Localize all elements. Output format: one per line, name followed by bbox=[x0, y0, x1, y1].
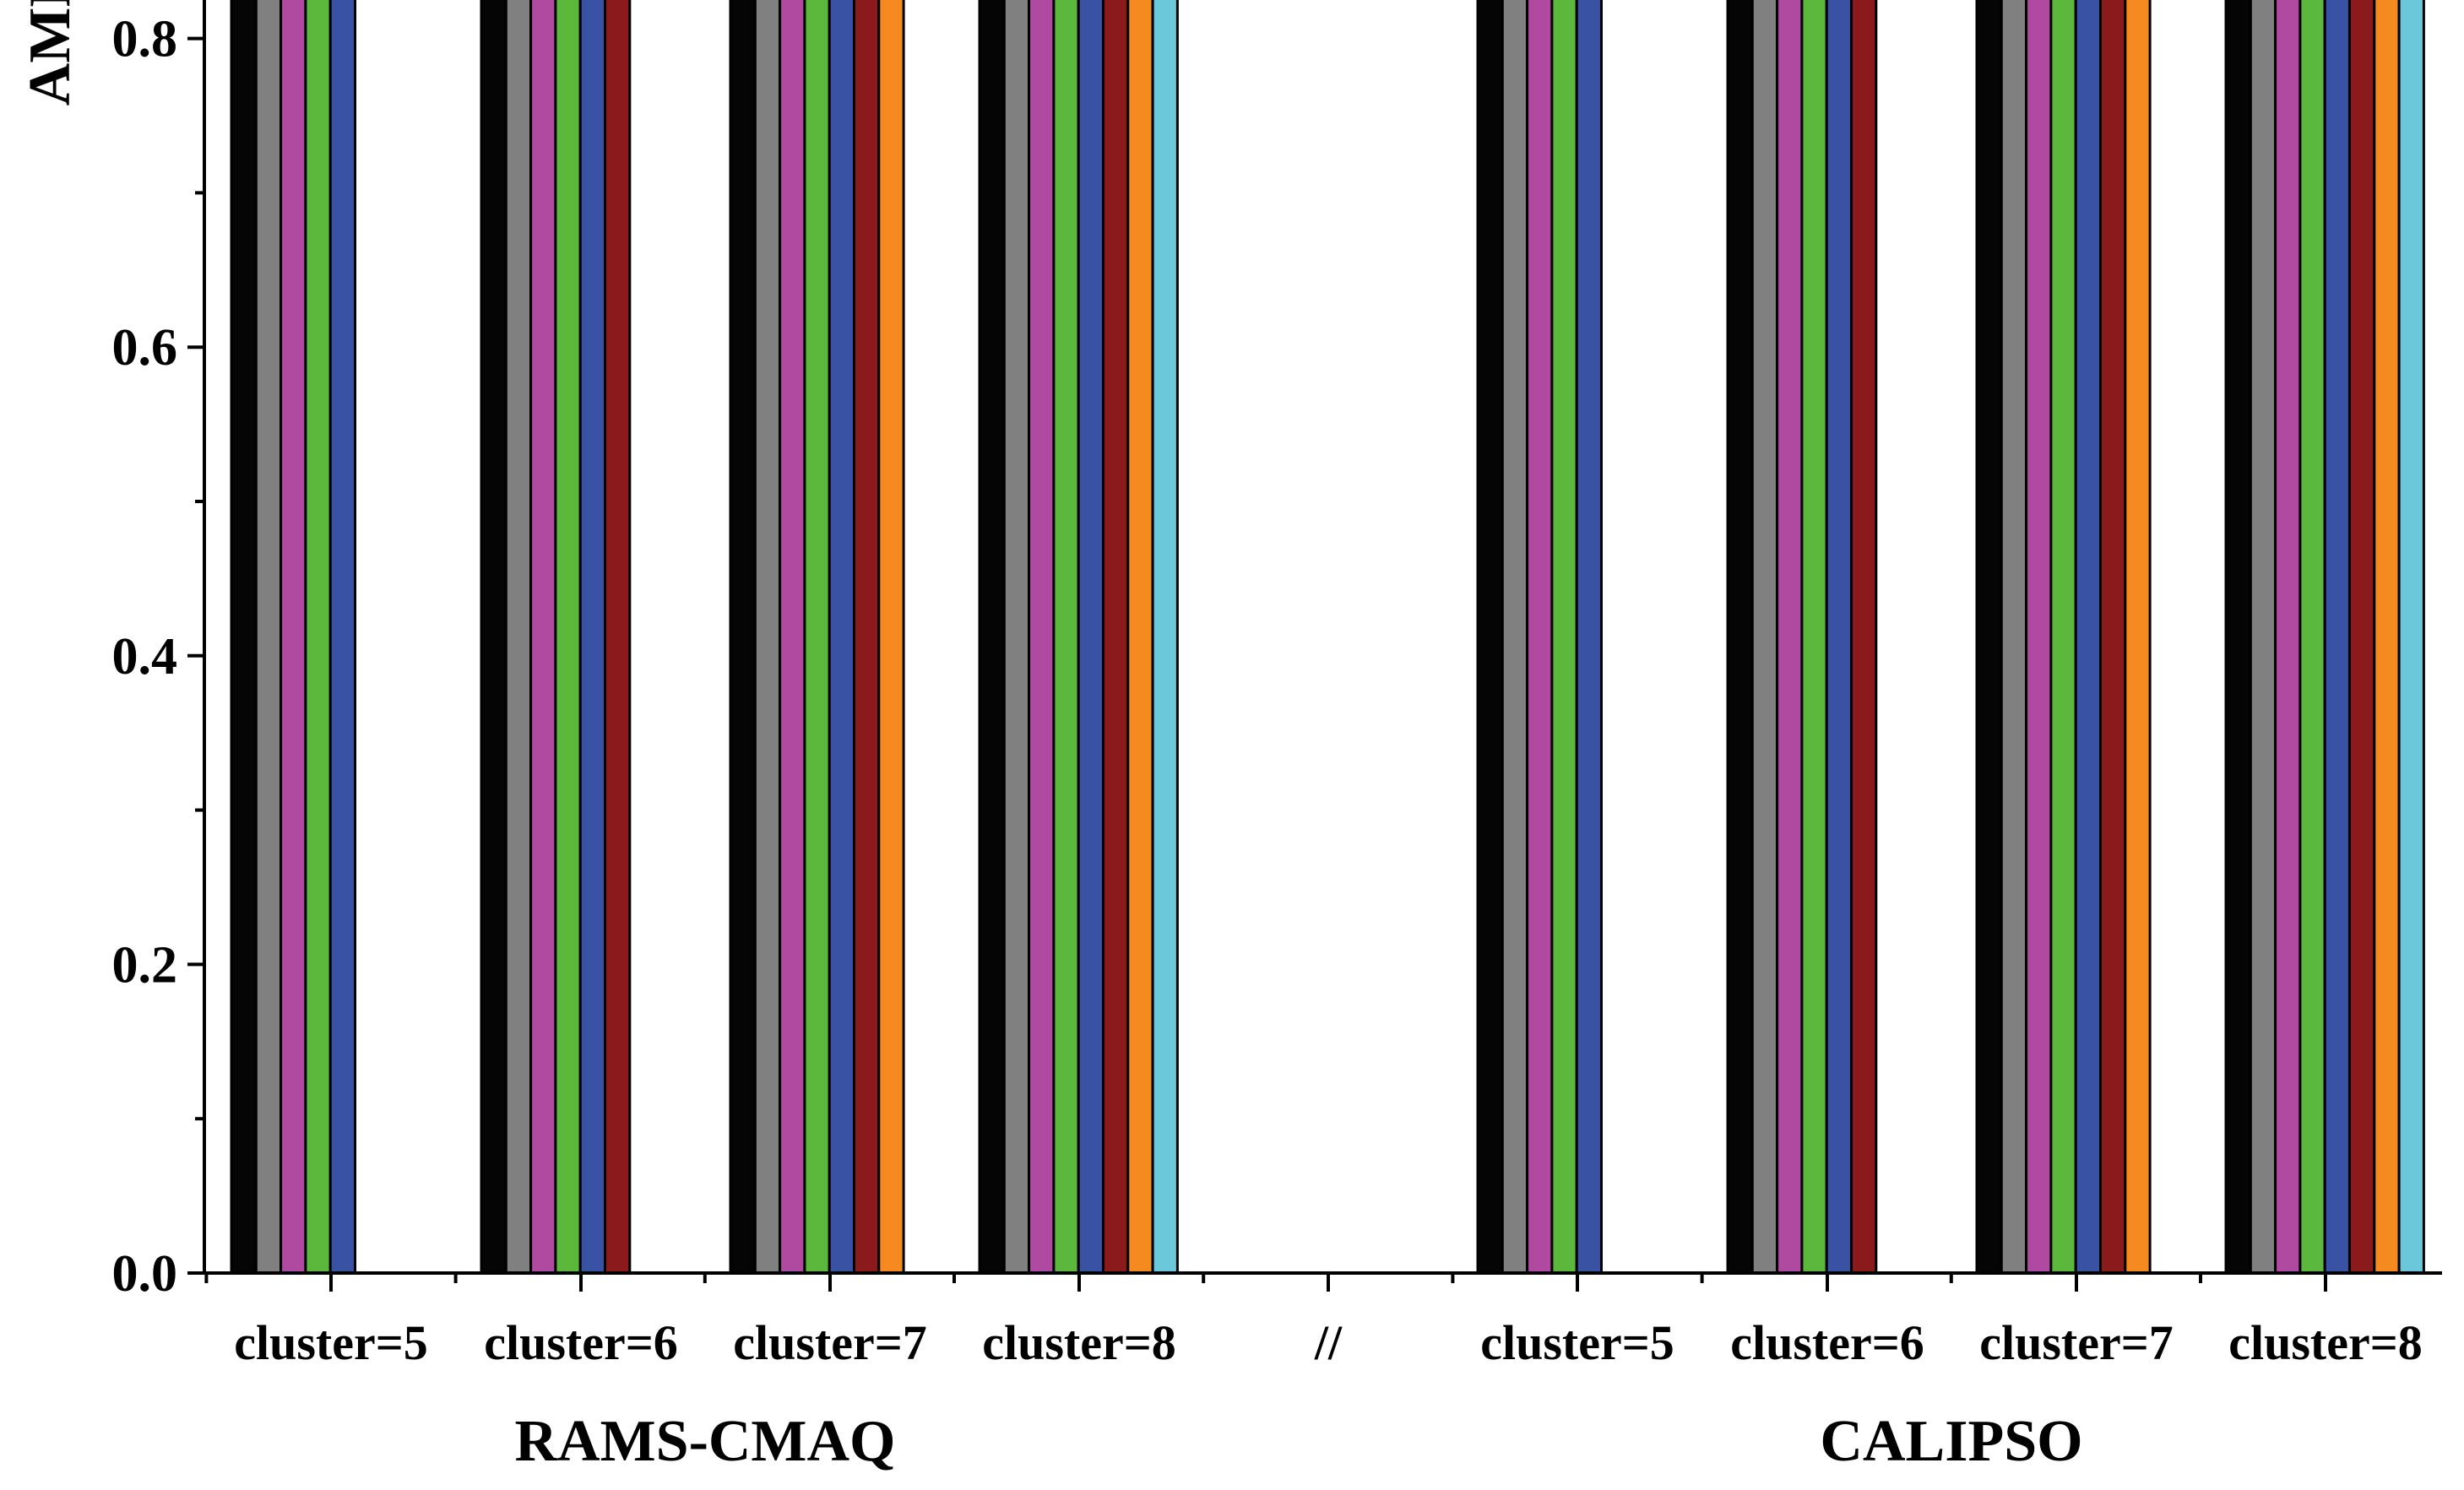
x-category-label: cluster=8 bbox=[2228, 1315, 2423, 1370]
bar-calipso-cluster-8-series-8 bbox=[2397, 0, 2425, 1275]
y-tick-label: 0.8 bbox=[112, 11, 178, 68]
bar-calipso-cluster-6-series-1 bbox=[1726, 0, 1754, 1275]
bar-calipso-cluster-6-series-4 bbox=[1800, 0, 1828, 1275]
bar-calipso-cluster-5-series-5 bbox=[1575, 0, 1603, 1275]
bar-calipso-cluster-6-series-5 bbox=[1825, 0, 1853, 1275]
x-category-label: cluster=5 bbox=[234, 1315, 428, 1370]
y-tick-label: 0.0 bbox=[112, 1245, 178, 1303]
bar-rams-cmaq-cluster-7-series-3 bbox=[779, 0, 806, 1275]
y-tick-label: 0.6 bbox=[112, 319, 178, 377]
bar-rams-cmaq-cluster-6-series-2 bbox=[504, 0, 533, 1275]
x-category-label: cluster=7 bbox=[1979, 1315, 2174, 1370]
x-category-label: cluster=6 bbox=[1730, 1315, 1924, 1370]
bar-calipso-cluster-5-series-4 bbox=[1550, 0, 1578, 1275]
y-axis-title: AMF bbox=[18, 0, 83, 106]
bar-calipso-cluster-8-series-4 bbox=[2298, 0, 2326, 1275]
bar-calipso-cluster-7-series-6 bbox=[2099, 0, 2127, 1275]
bar-calipso-cluster-6-series-2 bbox=[1750, 0, 1779, 1275]
bar-calipso-cluster-7-series-2 bbox=[2000, 0, 2028, 1275]
bar-rams-cmaq-cluster-8-series-7 bbox=[1126, 0, 1154, 1275]
bar-calipso-cluster-8-series-3 bbox=[2274, 0, 2302, 1275]
bar-rams-cmaq-cluster-8-series-8 bbox=[1151, 0, 1179, 1275]
bar-calipso-cluster-8-series-7 bbox=[2373, 0, 2401, 1275]
group-label-rams-cmaq: RAMS-CMAQ bbox=[514, 1409, 895, 1474]
axis-break-label: // bbox=[1314, 1315, 1343, 1370]
bar-rams-cmaq-cluster-7-series-4 bbox=[803, 0, 831, 1275]
bar-calipso-cluster-6-series-6 bbox=[1850, 0, 1878, 1275]
bar-calipso-cluster-8-series-5 bbox=[2323, 0, 2351, 1275]
bar-rams-cmaq-cluster-7-series-5 bbox=[828, 0, 856, 1275]
bar-calipso-cluster-7-series-3 bbox=[2025, 0, 2053, 1275]
bar-rams-cmaq-cluster-6-series-3 bbox=[529, 0, 557, 1275]
bar-rams-cmaq-cluster-8-series-2 bbox=[1002, 0, 1031, 1275]
bar-calipso-cluster-7-series-5 bbox=[2074, 0, 2102, 1275]
bar-rams-cmaq-cluster-8-series-5 bbox=[1077, 0, 1104, 1275]
x-category-label: cluster=6 bbox=[484, 1315, 678, 1370]
bar-calipso-cluster-8-series-1 bbox=[2224, 0, 2252, 1275]
y-tick-label: 0.2 bbox=[112, 936, 178, 994]
bar-rams-cmaq-cluster-6-series-4 bbox=[554, 0, 582, 1275]
bar-calipso-cluster-7-series-7 bbox=[2124, 0, 2152, 1275]
bar-calipso-cluster-7-series-4 bbox=[2049, 0, 2077, 1275]
bar-rams-cmaq-cluster-5-series-5 bbox=[328, 0, 357, 1275]
bar-rams-cmaq-cluster-7-series-6 bbox=[853, 0, 881, 1275]
bar-rams-cmaq-cluster-5-series-4 bbox=[304, 0, 332, 1275]
bar-calipso-cluster-8-series-6 bbox=[2348, 0, 2376, 1275]
bar-calipso-cluster-6-series-3 bbox=[1776, 0, 1804, 1275]
bar-calipso-cluster-5-series-3 bbox=[1526, 0, 1554, 1275]
x-category-label: cluster=8 bbox=[982, 1315, 1176, 1370]
bar-rams-cmaq-cluster-5-series-1 bbox=[230, 0, 258, 1275]
bar-rams-cmaq-cluster-8-series-3 bbox=[1028, 0, 1056, 1275]
bar-rams-cmaq-cluster-7-series-1 bbox=[729, 0, 757, 1275]
bar-rams-cmaq-cluster-8-series-6 bbox=[1102, 0, 1130, 1275]
bar-calipso-cluster-7-series-1 bbox=[1975, 0, 2003, 1275]
x-category-label: cluster=7 bbox=[733, 1315, 927, 1370]
bar-rams-cmaq-cluster-5-series-2 bbox=[254, 0, 283, 1275]
labels-layer: 0.00.20.40.60.81.01.21.41.6cluster=5clus… bbox=[18, 0, 2423, 1474]
group-label-calipso: CALIPSO bbox=[1820, 1409, 2082, 1474]
bar-rams-cmaq-cluster-5-series-3 bbox=[280, 0, 307, 1275]
bar-rams-cmaq-cluster-7-series-7 bbox=[877, 0, 905, 1275]
bar-rams-cmaq-cluster-6-series-5 bbox=[578, 0, 607, 1275]
bar-calipso-cluster-8-series-2 bbox=[2249, 0, 2277, 1275]
bar-rams-cmaq-cluster-6-series-1 bbox=[480, 0, 507, 1275]
bar-rams-cmaq-cluster-7-series-2 bbox=[753, 0, 782, 1275]
bar-calipso-cluster-5-series-1 bbox=[1476, 0, 1504, 1275]
bar-rams-cmaq-cluster-8-series-1 bbox=[978, 0, 1006, 1275]
x-category-label: cluster=5 bbox=[1480, 1315, 1674, 1370]
bar-rams-cmaq-cluster-8-series-4 bbox=[1052, 0, 1080, 1275]
bar-calipso-cluster-5-series-2 bbox=[1501, 0, 1529, 1275]
bar-rams-cmaq-cluster-6-series-6 bbox=[604, 0, 632, 1275]
axes-layer bbox=[187, 0, 2442, 1292]
bars-layer bbox=[230, 0, 2425, 1275]
y-tick-label: 0.4 bbox=[112, 628, 178, 685]
